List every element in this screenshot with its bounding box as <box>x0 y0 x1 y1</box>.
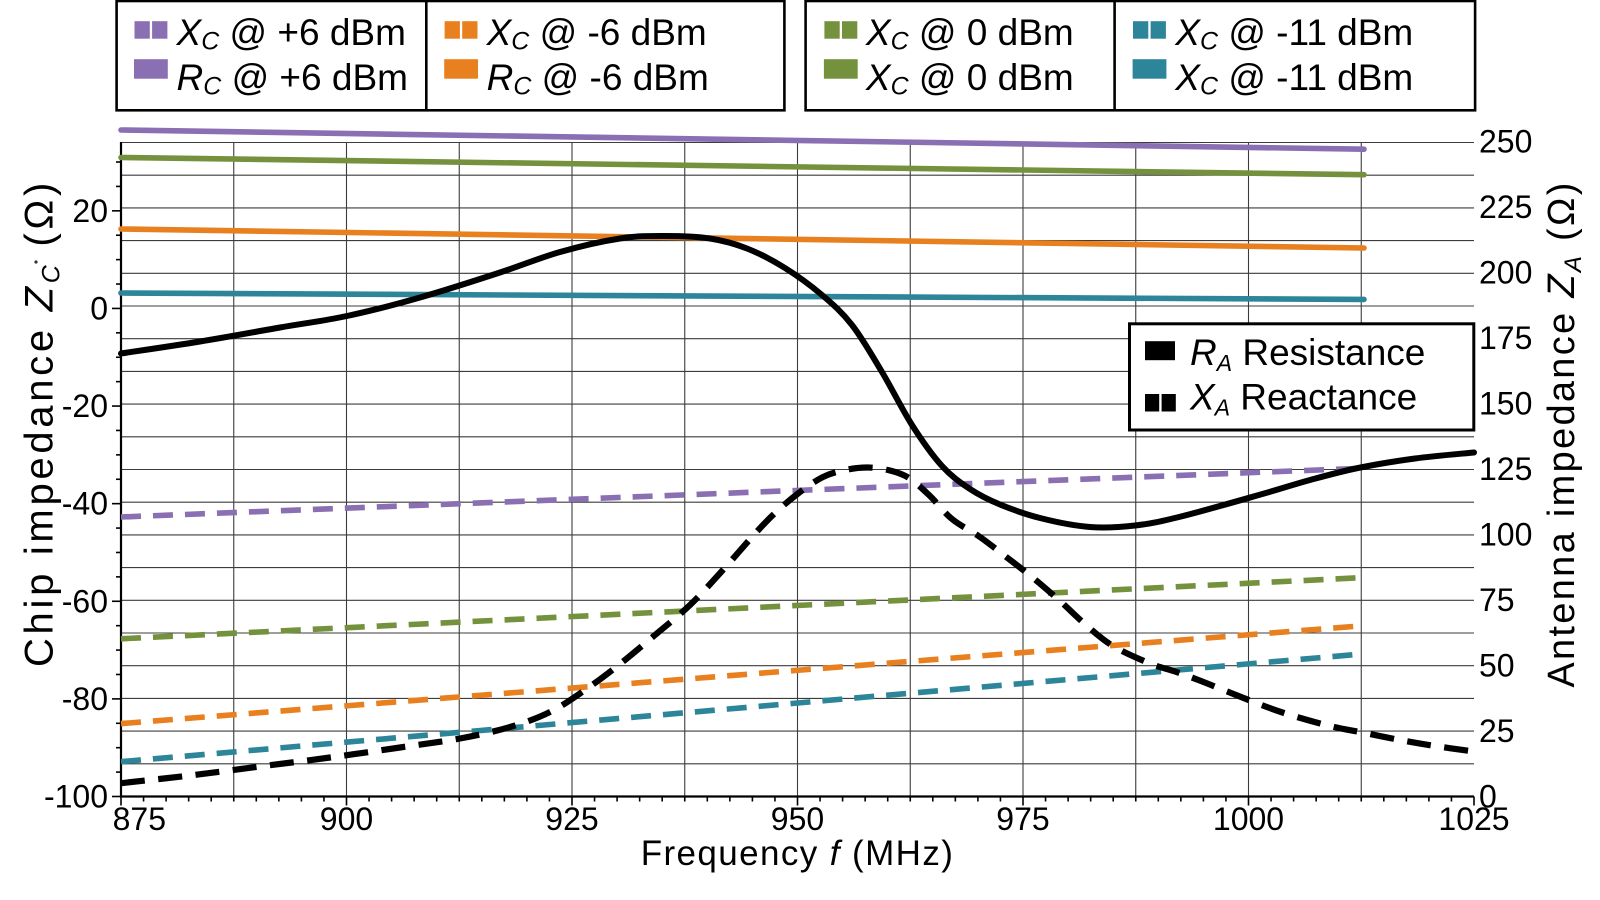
svg-text:1025: 1025 <box>1438 801 1509 837</box>
svg-text:1000: 1000 <box>1213 801 1284 837</box>
svg-text:XC @ 0 dBm: XC @ 0 dBm <box>865 12 1074 56</box>
svg-text:900: 900 <box>320 801 373 837</box>
svg-text:-100: -100 <box>44 779 108 815</box>
svg-text:0: 0 <box>1479 779 1497 815</box>
svg-text:Chip impedance ZC (Ω): Chip impedance ZC (Ω) <box>18 179 66 667</box>
svg-text:Frequency f (MHz): Frequency f (MHz) <box>641 834 955 873</box>
svg-text:225: 225 <box>1479 189 1532 225</box>
svg-text:875: 875 <box>113 801 166 837</box>
svg-text:-80: -80 <box>62 681 108 717</box>
svg-text:-60: -60 <box>62 583 108 619</box>
svg-text:20: 20 <box>72 193 108 229</box>
svg-text:75: 75 <box>1479 582 1515 618</box>
svg-text:975: 975 <box>996 801 1049 837</box>
svg-text:25: 25 <box>1479 713 1515 749</box>
svg-text:XC @ -6 dBm: XC @ -6 dBm <box>486 12 707 56</box>
svg-text:100: 100 <box>1479 517 1532 553</box>
svg-text:XC @ -11 dBm: XC @ -11 dBm <box>1174 12 1413 56</box>
svg-text:RC @ +6 dBm: RC @ +6 dBm <box>177 57 408 101</box>
svg-text:250: 250 <box>1479 124 1532 160</box>
svg-text:-40: -40 <box>62 486 108 522</box>
svg-text:125: 125 <box>1479 451 1532 487</box>
svg-text:XA Reactance: XA Reactance <box>1189 377 1417 421</box>
svg-text:0: 0 <box>90 290 108 326</box>
svg-text:RC @ -6 dBm: RC @ -6 dBm <box>487 57 709 101</box>
svg-text:150: 150 <box>1479 386 1532 422</box>
svg-text:950: 950 <box>771 801 824 837</box>
svg-text:50: 50 <box>1479 648 1515 684</box>
svg-text:200: 200 <box>1479 255 1532 291</box>
svg-text:175: 175 <box>1479 320 1532 356</box>
svg-text:925: 925 <box>545 801 598 837</box>
svg-text:RA Resistance: RA Resistance <box>1190 332 1425 376</box>
svg-text:XC @ -11 dBm: XC @ -11 dBm <box>1174 57 1413 101</box>
svg-text:XC @ +6 dBm: XC @ +6 dBm <box>176 12 406 56</box>
svg-text:-20: -20 <box>62 388 108 424</box>
svg-text:XC @ 0 dBm: XC @ 0 dBm <box>865 57 1074 101</box>
